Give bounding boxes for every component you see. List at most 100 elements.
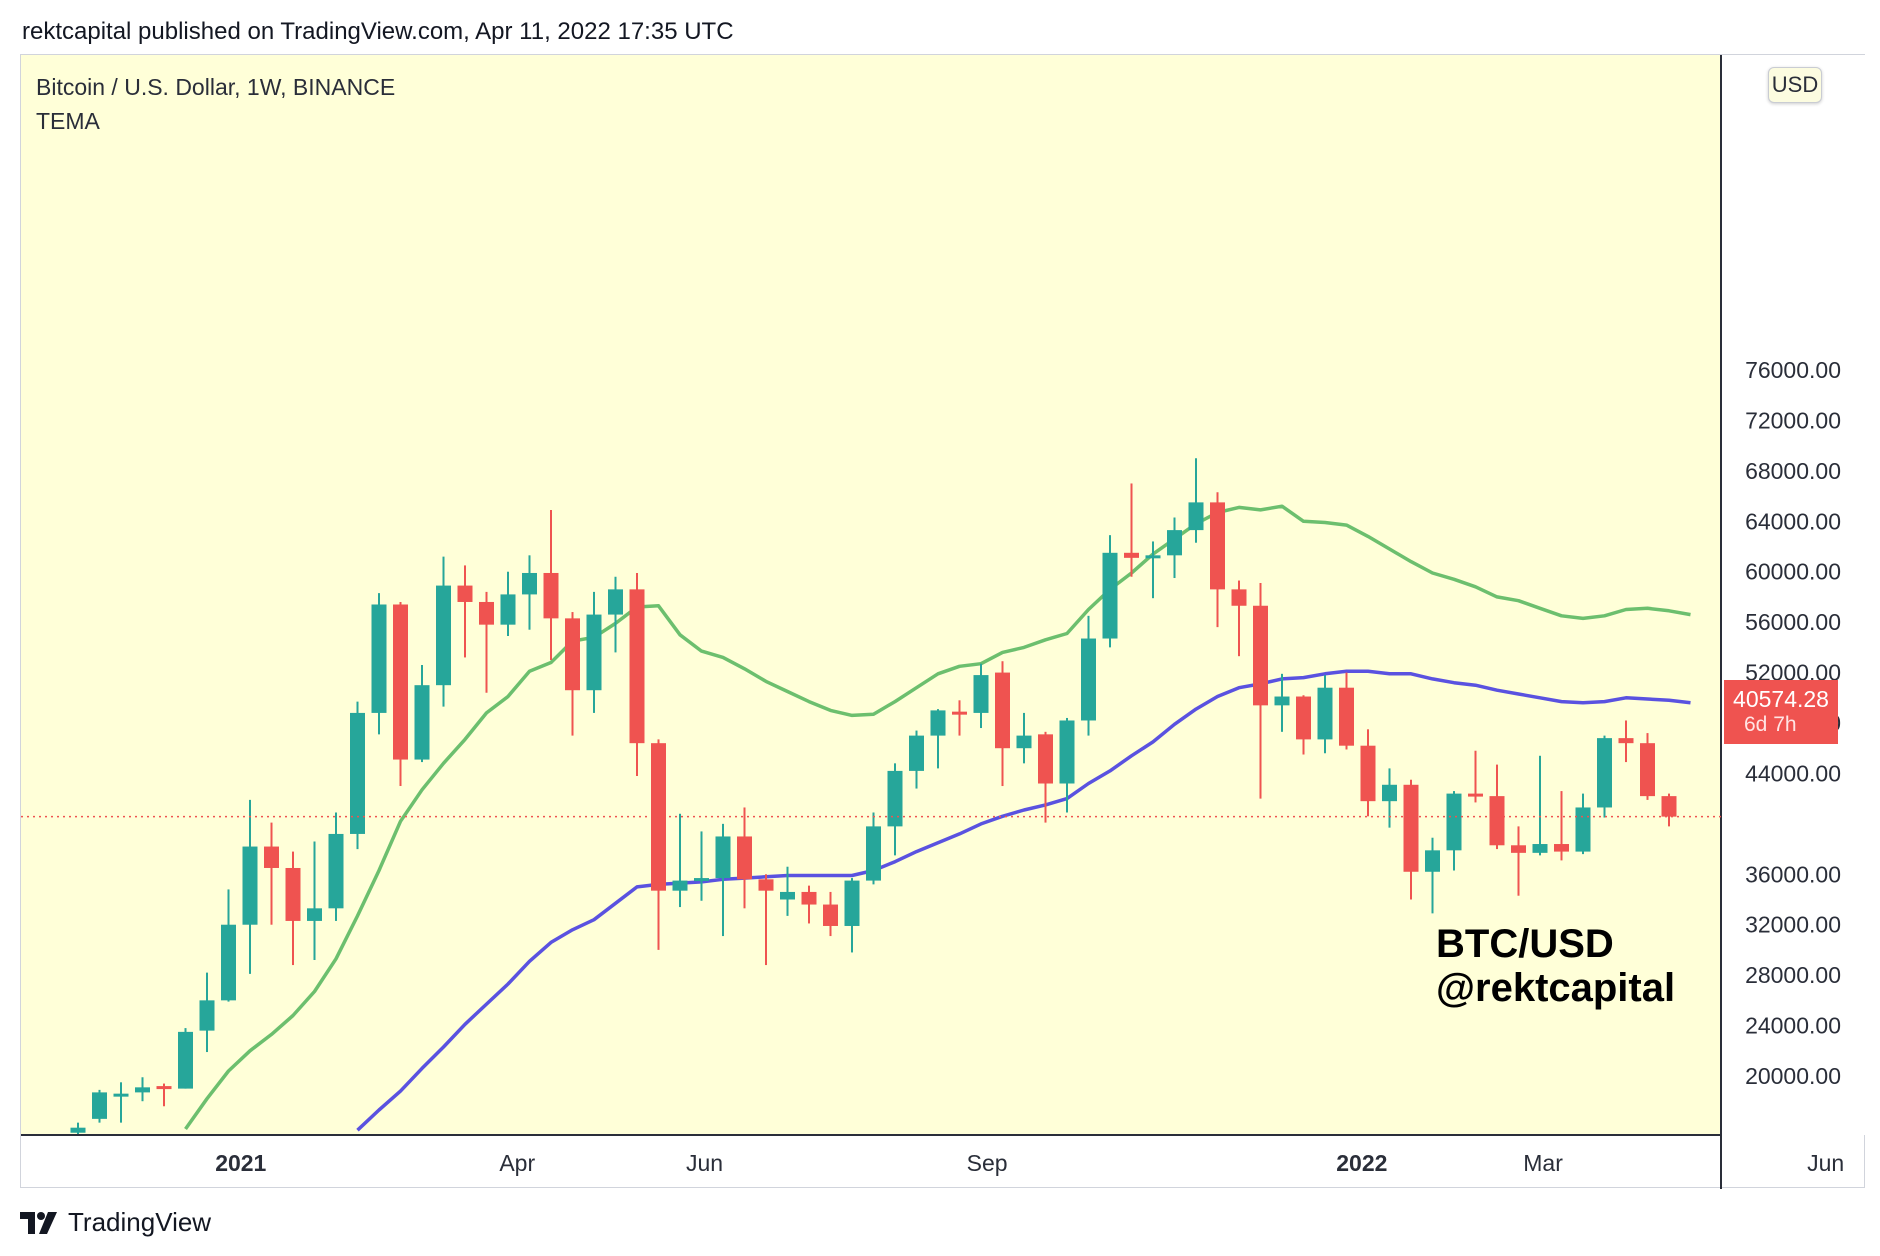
candle-body — [1059, 720, 1075, 784]
candle — [1382, 768, 1397, 828]
candle-body — [801, 891, 817, 905]
candle-body — [1360, 745, 1376, 802]
price-axis-ticks: 20000.00 24000.00 28000.00 32000.00 36000.00… — [1745, 357, 1841, 1089]
candle — [135, 1077, 150, 1102]
candle-body — [1403, 784, 1419, 872]
tema-fast-line — [184, 504, 1691, 1131]
candle-body — [608, 589, 623, 615]
candle-body — [1274, 696, 1290, 706]
candle — [221, 889, 236, 1002]
candle — [1339, 672, 1354, 750]
candle — [909, 730, 924, 789]
y-tick-label: 24000.00 — [1745, 1013, 1841, 1039]
candle — [715, 823, 731, 937]
candle-body — [1640, 743, 1655, 797]
candle-body — [285, 867, 301, 921]
candle-body — [737, 836, 752, 880]
candle — [307, 841, 322, 961]
candle — [1188, 458, 1204, 543]
currency-badge[interactable]: USD — [1768, 67, 1822, 103]
candle — [801, 885, 817, 924]
candle — [1597, 735, 1612, 818]
candle — [586, 591, 602, 713]
candle — [866, 812, 881, 885]
watermark: BTC/USD @rektcapital — [1436, 922, 1675, 1010]
candle-body — [1575, 807, 1591, 852]
candle — [1038, 731, 1053, 823]
candle-body — [565, 618, 580, 691]
y-tick-label: 68000.00 — [1745, 458, 1841, 484]
candle-body — [1210, 502, 1225, 590]
candle — [522, 555, 537, 630]
symbol-title[interactable]: Bitcoin / U.S. Dollar, 1W, BINANCE — [36, 74, 396, 100]
candlestick-series — [70, 458, 1677, 1134]
candle — [844, 878, 860, 953]
indicator-label[interactable]: TEMA — [36, 108, 100, 134]
candle — [629, 572, 645, 776]
candle-body — [780, 891, 795, 900]
candle — [672, 813, 688, 908]
tema-slow-line — [356, 669, 1691, 1132]
x-tick-label: Jun — [686, 1150, 723, 1176]
candle-body — [393, 604, 408, 760]
candle-body — [414, 685, 430, 760]
candle — [1102, 535, 1118, 648]
candle — [887, 763, 903, 856]
candle-body — [1145, 555, 1161, 559]
candle-body — [1317, 687, 1333, 740]
candle-body — [328, 833, 344, 909]
candle-body — [952, 711, 967, 715]
candle — [737, 807, 752, 909]
candle — [371, 593, 387, 735]
candle — [500, 571, 516, 637]
last-price-label: 40574.28 6d 7h — [1724, 680, 1838, 744]
candle-body — [135, 1087, 150, 1093]
footer-brand-name: TradingView — [68, 1207, 212, 1237]
candle — [973, 663, 989, 729]
candle-body — [672, 880, 688, 891]
chart-canvas[interactable]: 20000.00 24000.00 28000.00 32000.00 36000.00… — [21, 55, 1866, 1189]
candle — [1511, 826, 1526, 896]
bar-countdown: 6d 7h — [1744, 713, 1797, 736]
y-tick-label: 28000.00 — [1745, 962, 1841, 988]
candle — [1425, 837, 1440, 914]
candle-body — [1489, 796, 1505, 846]
candle-body — [436, 585, 451, 686]
candle — [780, 866, 795, 916]
plot-background — [21, 55, 1721, 1135]
x-tick-label: 2021 — [215, 1150, 266, 1176]
candle — [178, 1028, 193, 1089]
candle — [1124, 483, 1139, 577]
candle-body — [715, 836, 731, 879]
candle-body — [522, 572, 537, 595]
candle — [1640, 733, 1655, 800]
candle-body — [264, 846, 279, 868]
candle — [393, 601, 408, 787]
candle-body — [694, 878, 709, 882]
time-axis-ticks: 2021 Apr Jun Sep 2022 Mar Jun — [215, 1150, 1844, 1176]
candle — [457, 565, 473, 658]
candle — [1468, 750, 1483, 803]
candle-body — [995, 672, 1010, 749]
candle — [1317, 675, 1333, 754]
candle — [1231, 580, 1247, 657]
candle-body — [156, 1086, 172, 1090]
chart-frame[interactable]: 20000.00 24000.00 28000.00 32000.00 36000.00… — [20, 54, 1866, 1189]
x-tick-label: Jun — [1807, 1150, 1844, 1176]
candle-body — [1511, 845, 1526, 853]
candle-body — [909, 735, 924, 771]
price-axis-background — [1721, 55, 1866, 1135]
watermark-author: @rektcapital — [1436, 966, 1676, 1010]
candle-body — [92, 1092, 107, 1119]
candle — [285, 851, 301, 966]
candle-body — [70, 1127, 86, 1133]
candle-body — [113, 1093, 129, 1097]
candle-body — [1167, 530, 1182, 556]
last-price-value: 40574.28 — [1733, 686, 1829, 712]
candle-body — [1253, 605, 1268, 706]
footer-brand[interactable]: TradingView — [20, 1207, 211, 1238]
candle-body — [1081, 638, 1096, 721]
candle-body — [1554, 844, 1569, 852]
candle — [199, 972, 215, 1053]
candle-body — [1188, 502, 1204, 531]
